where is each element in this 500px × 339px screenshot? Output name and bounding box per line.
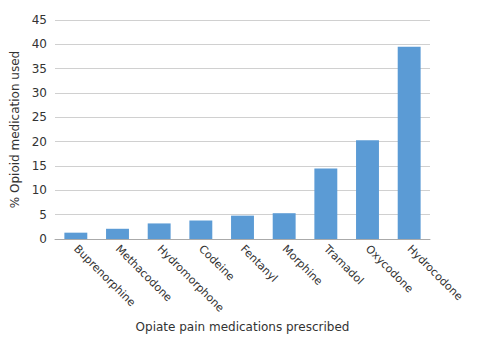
svg-text:Buprenorphine: Buprenorphine: [71, 242, 138, 310]
svg-text:Hydromorphone: Hydromorphone: [154, 242, 227, 315]
svg-text:Opiate pain medications prescr: Opiate pain medications prescribed: [136, 320, 350, 334]
svg-text:Tramadol: Tramadol: [321, 242, 367, 288]
svg-text:Morphine: Morphine: [280, 242, 326, 288]
svg-text:Codeine: Codeine: [196, 242, 237, 283]
svg-text:35: 35: [32, 62, 47, 76]
svg-text:5: 5: [39, 208, 47, 222]
svg-text:10: 10: [32, 183, 47, 197]
svg-text:30: 30: [32, 86, 47, 100]
svg-text:Hydrocodone: Hydrocodone: [405, 242, 466, 303]
svg-text:20: 20: [32, 135, 47, 149]
svg-text:Oxycodone: Oxycodone: [362, 242, 416, 296]
svg-text:Fentanyl: Fentanyl: [238, 242, 280, 284]
svg-text:Methacodone: Methacodone: [112, 242, 175, 305]
svg-text:0: 0: [39, 232, 47, 246]
svg-text:40: 40: [32, 37, 47, 51]
svg-text:15: 15: [32, 159, 47, 173]
svg-text:25: 25: [32, 110, 47, 124]
svg-text:45: 45: [32, 13, 47, 27]
svg-text:% Opioid medication used: % Opioid medication used: [8, 51, 22, 208]
